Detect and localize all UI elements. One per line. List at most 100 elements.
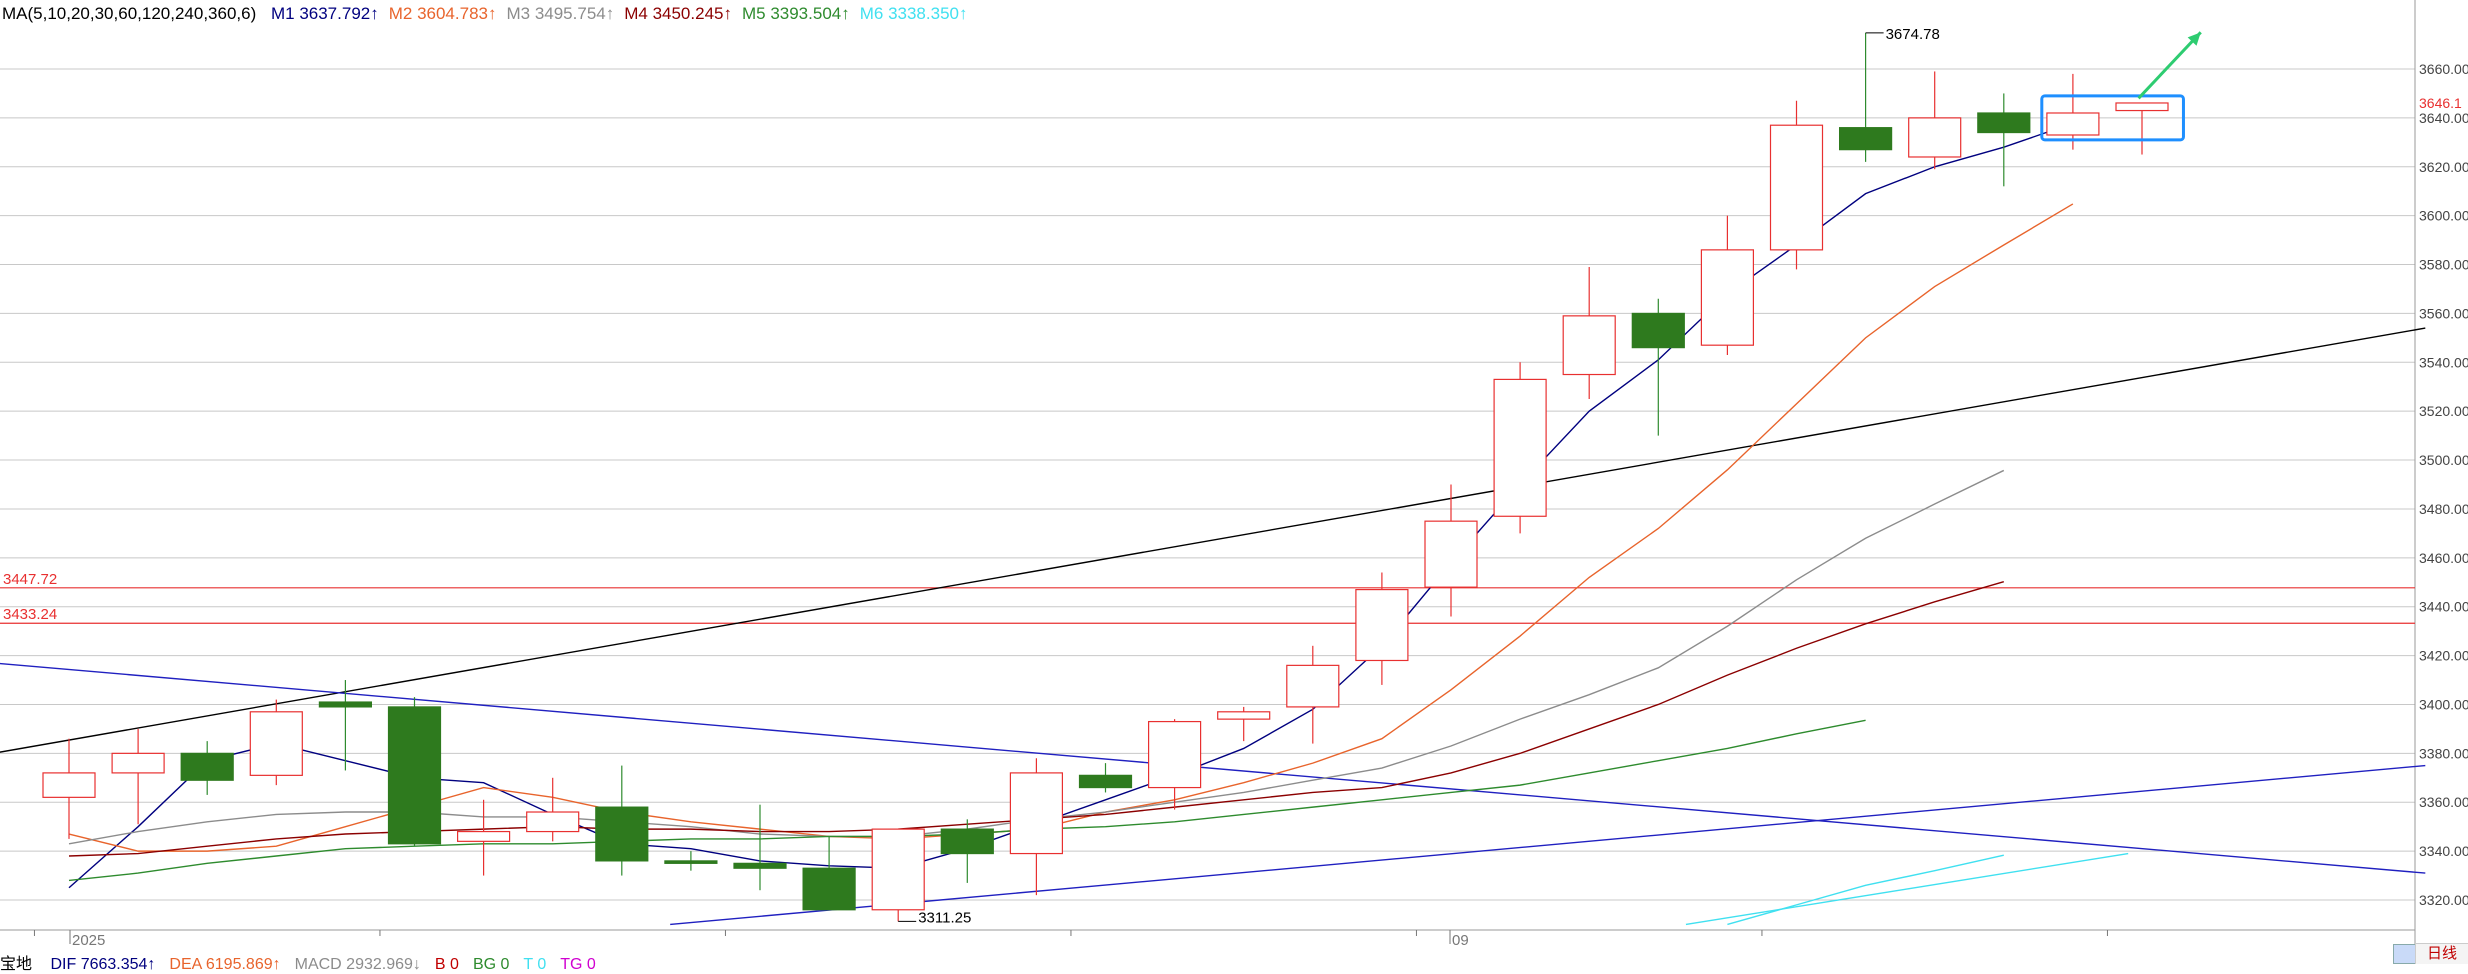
- candle-down[interactable]: [1838, 32, 1893, 162]
- candle-down[interactable]: [1078, 763, 1133, 793]
- candle-body[interactable]: [249, 711, 303, 776]
- candle-up[interactable]: [1908, 71, 1962, 170]
- indicator-item: B 0: [434, 956, 459, 973]
- candle-up[interactable]: [526, 777, 580, 842]
- time-label: 09: [1452, 932, 1469, 949]
- candle-down[interactable]: [180, 741, 234, 795]
- indicator-strip: 宝地 DIF 7663.354↑ DEA 6195.869↑ MACD 2932.9…: [0, 950, 624, 974]
- candle-down[interactable]: [387, 697, 442, 847]
- candles[interactable]: [42, 32, 2169, 922]
- ma-line-m6: [1727, 854, 2004, 926]
- price-tick-label: 3480.00: [2419, 501, 2468, 517]
- candle-body[interactable]: [111, 752, 165, 774]
- candle-up[interactable]: [42, 738, 96, 839]
- candle-down[interactable]: [1631, 298, 1685, 436]
- price-tick-label: 3440.00: [2419, 599, 2468, 615]
- candle-up[interactable]: [2115, 102, 2169, 155]
- candle-up[interactable]: [1009, 758, 1064, 896]
- candle-body[interactable]: [871, 828, 925, 911]
- time-axis: 2025 09: [33, 930, 2108, 949]
- candle-body[interactable]: [1977, 112, 2031, 134]
- candle-body[interactable]: [1009, 772, 1064, 855]
- period-tab-daily[interactable]: 日线: [2415, 943, 2468, 964]
- candle-body[interactable]: [1217, 711, 1271, 720]
- candle-up[interactable]: [1424, 484, 1478, 617]
- candle-up[interactable]: [1147, 719, 1202, 810]
- price-tick-label: 3540.00: [2419, 354, 2468, 370]
- drawing-overlays[interactable]: [2040, 31, 2202, 142]
- time-label: 2025: [72, 932, 105, 949]
- candle-up[interactable]: [1493, 362, 1547, 534]
- candle-up[interactable]: [871, 828, 925, 922]
- candle-body[interactable]: [1769, 124, 1824, 251]
- candle-body[interactable]: [1700, 249, 1755, 346]
- price-axis: 3320.00 3340.00 3360.00 3380.00 3400.00 3420.…: [2419, 61, 2468, 908]
- trend-line[interactable]: [0, 327, 2426, 753]
- candle-down[interactable]: [1977, 93, 2031, 187]
- candle-body[interactable]: [1908, 117, 1962, 158]
- period-toggle-button[interactable]: [2393, 944, 2417, 964]
- candle-body[interactable]: [180, 752, 234, 781]
- candle-body[interactable]: [42, 772, 96, 798]
- price-tick-label: 3460.00: [2419, 550, 2468, 566]
- candle-up[interactable]: [1286, 645, 1340, 744]
- ma-item-m6: M6 3338.350↑: [859, 4, 968, 23]
- candle-body[interactable]: [1078, 774, 1133, 789]
- candle-body[interactable]: [2046, 112, 2100, 136]
- candle-body[interactable]: [457, 830, 511, 842]
- price-tick-label: 3660.00: [2419, 61, 2468, 77]
- candle-body[interactable]: [1631, 312, 1685, 349]
- candle-up[interactable]: [457, 799, 511, 876]
- candle-body[interactable]: [664, 860, 718, 864]
- candle-body[interactable]: [318, 701, 372, 708]
- candle-body[interactable]: [1562, 315, 1616, 376]
- price-level-label: 3447.72: [3, 571, 57, 588]
- candle-up[interactable]: [249, 699, 303, 786]
- trend-lines[interactable]: [0, 327, 2426, 926]
- candle-body[interactable]: [2115, 102, 2169, 112]
- candle-body[interactable]: [733, 862, 787, 869]
- candle-body[interactable]: [1424, 520, 1478, 588]
- indicator-item: TG 0: [560, 956, 596, 973]
- candle-body[interactable]: [1355, 588, 1409, 662]
- candle-body[interactable]: [802, 867, 856, 911]
- candle-down[interactable]: [802, 836, 856, 911]
- candle-down[interactable]: [733, 804, 787, 891]
- ma-params: MA(5,10,20,30,60,120,240,360,6): [2, 4, 257, 23]
- candle-down[interactable]: [940, 819, 994, 883]
- arrow-shaft[interactable]: [2137, 31, 2202, 100]
- trend-line[interactable]: [670, 764, 2426, 926]
- price-tick-label: 3580.00: [2419, 257, 2468, 273]
- highlight-box[interactable]: [2040, 94, 2185, 142]
- candle-body[interactable]: [1838, 127, 1893, 151]
- price-tick-label: 3620.00: [2419, 159, 2468, 175]
- current-price-label: 3646.1: [2419, 95, 2462, 111]
- candle-down[interactable]: [318, 680, 372, 771]
- candle-body[interactable]: [1493, 378, 1547, 517]
- candle-down[interactable]: [595, 765, 649, 876]
- candle-up[interactable]: [1562, 266, 1616, 399]
- candle-body[interactable]: [387, 706, 442, 845]
- candle-body[interactable]: [940, 828, 994, 855]
- candle-up[interactable]: [2046, 73, 2100, 150]
- candle-body[interactable]: [1147, 720, 1202, 789]
- candle-body[interactable]: [595, 806, 649, 862]
- candle-down[interactable]: [664, 851, 718, 871]
- trend-line[interactable]: [1685, 852, 2129, 926]
- candle-up[interactable]: [1769, 100, 1824, 270]
- candle-up[interactable]: [1217, 706, 1271, 742]
- price-tick-label: 3400.00: [2419, 696, 2468, 712]
- price-tick-label: 3420.00: [2419, 648, 2468, 664]
- indicator-name: 宝地: [0, 956, 33, 973]
- trend-line[interactable]: [0, 662, 2426, 874]
- candle-up[interactable]: [1355, 572, 1409, 685]
- price-level-label: 3433.24: [3, 606, 57, 623]
- annotations: 3674.78 3311.25: [898, 26, 1940, 926]
- candle-body[interactable]: [1286, 664, 1340, 708]
- candle-up[interactable]: [1700, 215, 1755, 355]
- candle-body[interactable]: [526, 811, 580, 833]
- price-tick-label: 3380.00: [2419, 745, 2468, 761]
- candle-up[interactable]: [111, 728, 165, 825]
